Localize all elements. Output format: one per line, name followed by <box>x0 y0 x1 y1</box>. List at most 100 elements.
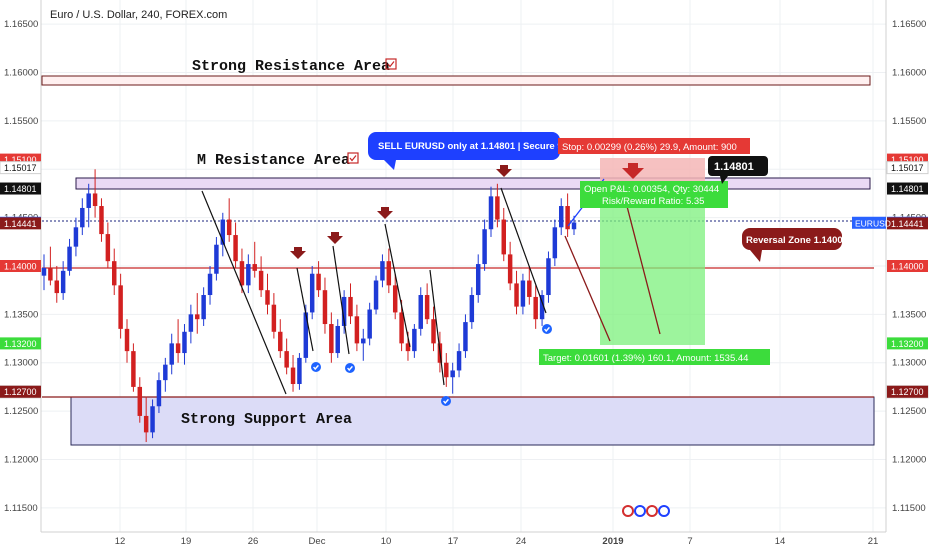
candle-body <box>565 206 570 230</box>
candle-body <box>399 312 404 344</box>
candle-body <box>507 254 513 284</box>
check-circle-icon <box>441 396 451 406</box>
check-marker-group <box>311 324 552 406</box>
candle-body <box>233 235 238 262</box>
x-tick-label: 24 <box>516 536 527 547</box>
price-badge-label: 1.13200 <box>891 339 924 349</box>
candle-body <box>220 219 226 245</box>
candle-body <box>246 264 251 286</box>
price-badge-bg <box>887 337 928 350</box>
candle-body <box>463 322 468 352</box>
price-badge-label: 1.13200 <box>4 339 37 349</box>
candle-body <box>571 222 577 230</box>
chart-title: Euro / U.S. Dollar, 240, FOREX.com <box>50 9 227 21</box>
svg-text:Risk/Reward Ratio: 5.35: Risk/Reward Ratio: 5.35 <box>602 196 704 207</box>
stop-label[interactable]: Stop: 0.00299 (0.26%) 29.9, Amount: 900 <box>558 138 750 154</box>
candle-body <box>456 351 462 371</box>
candle-body <box>284 351 289 368</box>
x-tick-label: 12 <box>115 536 126 547</box>
candle-body <box>322 290 328 325</box>
y-tick-label-right: 1.12500 <box>892 406 926 417</box>
y-tick-label-left: 1.13500 <box>4 309 38 320</box>
candle-body <box>539 295 545 320</box>
price-badge-label: 1.15100 <box>891 155 924 165</box>
price-badge-bg <box>887 217 928 230</box>
candle-body <box>175 343 181 354</box>
price-badge-label: 1.14441 <box>891 219 924 229</box>
candle-body <box>105 234 111 262</box>
candle-body <box>80 207 85 228</box>
candle-body <box>150 406 155 433</box>
candle-body <box>412 328 417 352</box>
y-tick-label-right: 1.13500 <box>892 309 926 320</box>
price-badge-label: 1.12700 <box>4 387 37 397</box>
price-badge-label: 1.14441 <box>4 219 37 229</box>
candle-body <box>482 229 487 265</box>
candle-body <box>444 362 449 378</box>
y-tick-label-left: 1.13000 <box>4 358 38 369</box>
candle-body <box>316 273 321 291</box>
down-arrow-icon <box>622 163 644 179</box>
candle-body <box>380 261 385 281</box>
strong-resistance-zone[interactable] <box>41 75 871 86</box>
candle-body <box>546 258 551 296</box>
candle-body <box>163 364 168 381</box>
y-tick-label-right: 1.12000 <box>892 454 926 465</box>
economic-events-group[interactable] <box>622 505 670 517</box>
check-circle-icon <box>311 362 321 372</box>
candle-body <box>67 246 72 271</box>
price-badge-bg <box>0 385 41 398</box>
candle-body <box>214 244 219 274</box>
x-tick-label: 17 <box>448 536 459 547</box>
candle-body <box>495 196 500 220</box>
candle-body <box>137 386 143 416</box>
entry-price-tag[interactable]: 1.14801 <box>708 156 768 184</box>
y-tick-label-right: 1.11500 <box>892 503 926 514</box>
x-tick-label: 14 <box>775 536 786 547</box>
svg-text:Stop: 0.00299 (0.26%) 29.9, Am: Stop: 0.00299 (0.26%) 29.9, Amount: 900 <box>562 142 737 153</box>
candle-body <box>373 280 379 310</box>
reversal-callout[interactable]: Reversal Zone 1.1400 <box>742 228 843 262</box>
y-tick-label-right: 1.16500 <box>892 19 926 30</box>
y-tick-label-left: 1.16000 <box>4 68 38 79</box>
candle-body <box>60 270 66 294</box>
y-tick-label-right: 1.16000 <box>892 68 926 79</box>
candle-body <box>207 273 213 296</box>
symbol-tag: EURUSD <box>855 218 891 228</box>
open-pl-label[interactable]: Open P&L: 0.00354, Qty: 30444 Risk/Rewar… <box>580 181 728 208</box>
price-badge-label: 1.15017 <box>4 163 37 173</box>
candle-body <box>226 219 232 236</box>
candle-body <box>290 367 296 385</box>
candle-body <box>527 280 532 297</box>
m-resistance-zone[interactable] <box>75 177 871 190</box>
price-badge-bg <box>0 337 41 350</box>
x-tick-label: 2019 <box>602 536 623 547</box>
candle-body <box>514 283 519 307</box>
sell-callout[interactable]: SELL EURUSD only at 1.14801 | Secure 98% <box>368 132 577 170</box>
time-axis[interactable]: 12 19 26 Dec 10 17 24 2019 7 14 21 <box>115 536 879 547</box>
x-tick-label: 7 <box>687 536 692 547</box>
candle-body <box>501 219 506 255</box>
target-label[interactable]: Target: 0.01601 (1.39%) 160.1, Amount: 1… <box>539 349 770 365</box>
y-tick-label-right: 1.13000 <box>892 358 926 369</box>
price-badge-bg <box>0 260 41 272</box>
strong-resistance-label: Strong Resistance Area <box>192 58 390 75</box>
candle-body <box>156 380 162 407</box>
candle-body <box>552 227 558 259</box>
target-zone-box[interactable] <box>600 184 705 345</box>
candle-body <box>201 295 206 320</box>
reversal-callout-text: Reversal Zone 1.1400 <box>746 235 843 246</box>
candle-body <box>520 280 526 307</box>
stop-zone-box[interactable] <box>600 158 705 184</box>
strong-support-label: Strong Support Area <box>181 411 352 428</box>
y-tick-label-left: 1.12000 <box>4 454 38 465</box>
candle-body <box>41 267 47 276</box>
svg-text:Open P&L: 0.00354, Qty: 30444: Open P&L: 0.00354, Qty: 30444 <box>584 184 719 195</box>
candle-body <box>533 296 538 320</box>
candle-body <box>188 314 194 332</box>
price-badge-bg <box>0 217 41 230</box>
candle-body <box>424 295 430 320</box>
candle-body <box>558 206 564 228</box>
